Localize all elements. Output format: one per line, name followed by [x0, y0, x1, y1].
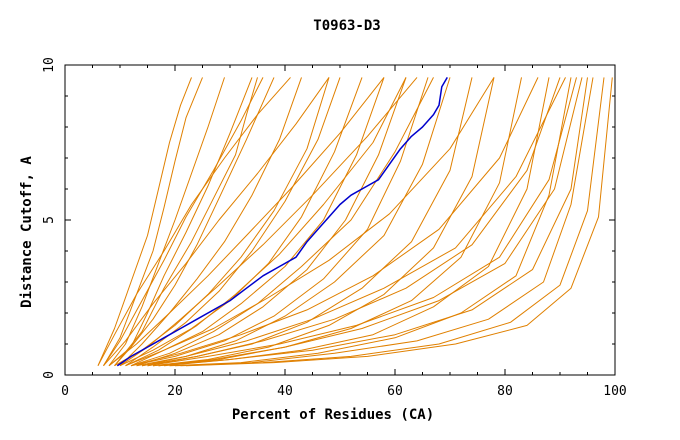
x-tick-label: 60 [387, 384, 403, 399]
series-line-31 [136, 77, 566, 367]
series-line-17 [158, 77, 522, 367]
series-line-20 [174, 77, 594, 367]
series-line-2 [103, 77, 203, 366]
y-axis-label: Distance Cutoff, A [19, 156, 35, 308]
series-line-9 [125, 77, 341, 367]
series-line-19 [169, 77, 572, 367]
x-tick-label: 40 [277, 384, 293, 399]
series-line-25 [141, 77, 561, 367]
series-line-27 [125, 77, 495, 367]
series-line-23 [158, 77, 588, 367]
x-tick-label: 80 [497, 384, 513, 399]
series-line-26 [130, 77, 539, 367]
series-line-1 [97, 77, 192, 366]
series-line-13 [130, 77, 429, 367]
chart-title: T0963-D3 [313, 18, 380, 34]
series-line-7 [119, 77, 302, 367]
series-line-8 [114, 77, 330, 367]
series-line-32 [152, 77, 583, 367]
x-tick-label: 100 [603, 384, 626, 399]
series-line-12 [136, 77, 407, 367]
series-line-33 [119, 77, 418, 367]
x-tick-label: 0 [61, 384, 69, 399]
series-line-21 [180, 77, 605, 367]
highlight-series-line [116, 77, 448, 367]
series-layer [97, 77, 613, 367]
series-line-24 [147, 77, 577, 367]
series-line-22 [185, 77, 613, 367]
series-line-35 [125, 77, 407, 367]
ticks-layer: 0 20 40 60 80 100 0 5 10 [42, 57, 627, 399]
x-tick-label: 20 [167, 384, 183, 399]
series-line-28 [108, 77, 385, 367]
series-line-29 [103, 77, 330, 367]
y-tick-label: 5 [42, 216, 57, 224]
y-tick-label: 10 [42, 57, 57, 73]
series-line-36 [130, 77, 434, 367]
series-line-30 [97, 77, 291, 366]
series-line-5 [108, 77, 275, 367]
y-tick-label: 0 [42, 371, 57, 379]
series-line-34 [114, 77, 258, 367]
series-line-6 [103, 77, 264, 366]
x-axis-label: Percent of Residues (CA) [232, 407, 434, 423]
